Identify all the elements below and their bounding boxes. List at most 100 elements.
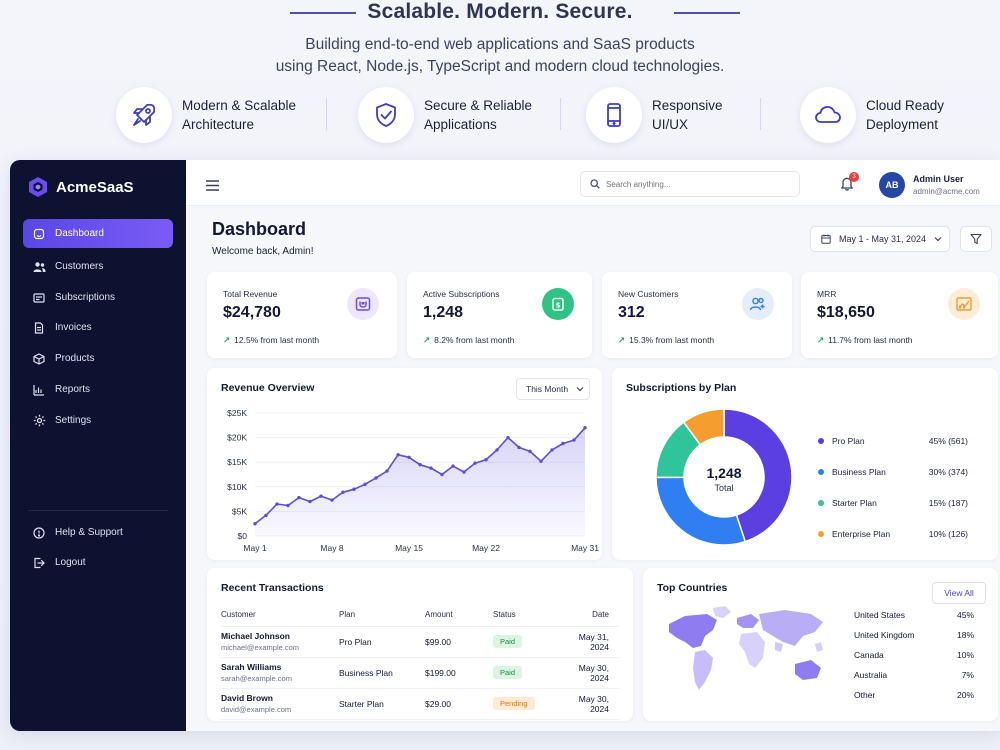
table-row[interactable]: David Brown david@example.com Starter Pla… bbox=[221, 688, 619, 720]
donut-center-value: 1,248 bbox=[706, 465, 741, 481]
feature-subtitle: Deployment bbox=[866, 117, 939, 132]
customer-email: david@example.com bbox=[221, 705, 292, 714]
period-select[interactable]: This Month bbox=[516, 378, 590, 400]
sidebar-item-products[interactable]: Products bbox=[23, 344, 173, 373]
recent-transactions-card: Recent Transactions Customer Plan Amount… bbox=[207, 568, 633, 721]
stat-card-active-subscriptions[interactable]: Active Subscriptions 1,248 ↗ 8.2% from la… bbox=[407, 272, 592, 358]
help-icon bbox=[32, 526, 46, 540]
feature-title: Secure & Reliable bbox=[424, 98, 533, 113]
trend-up-icon: ↗ bbox=[618, 335, 626, 345]
country-name: Australia bbox=[854, 670, 888, 680]
feature-subtitle: UI/UX bbox=[652, 117, 689, 132]
column-header[interactable]: Plan bbox=[339, 604, 425, 627]
stat-label: MRR bbox=[817, 289, 837, 299]
column-header[interactable]: Customer bbox=[221, 604, 339, 627]
hero-title: Scalable. Modern. Secure. bbox=[367, 0, 633, 23]
column-header[interactable]: Date bbox=[559, 604, 619, 627]
stat-change: ↗ 11.7% from last month bbox=[817, 335, 913, 345]
trend-up-icon: ↗ bbox=[423, 335, 431, 345]
x-tick-label: May 8 bbox=[320, 543, 343, 553]
legend-value: 45% (561) bbox=[928, 436, 968, 446]
chevron-down-icon bbox=[934, 237, 942, 242]
data-point bbox=[396, 453, 400, 457]
data-point bbox=[440, 472, 444, 477]
search-input[interactable] bbox=[606, 179, 776, 189]
table-row[interactable]: Sarah Williams sarah@example.com Business… bbox=[221, 657, 619, 689]
app-window: AcmeSaaS Dashboard Customers Subscriptio… bbox=[10, 160, 1000, 731]
legend-item: Business Plan 30% (374) bbox=[818, 465, 968, 479]
data-point bbox=[374, 476, 378, 480]
data-point bbox=[275, 502, 279, 506]
data-point bbox=[286, 503, 290, 508]
mobile-icon bbox=[586, 87, 642, 143]
stat-card-total-revenue[interactable]: Total Revenue $24,780 ↗ 12.5% from last m… bbox=[207, 272, 397, 358]
menu-icon[interactable] bbox=[206, 178, 219, 196]
sidebar-item-label: Help & Support bbox=[55, 527, 123, 538]
data-point bbox=[517, 445, 521, 450]
feature-separator bbox=[326, 98, 327, 130]
notification-button[interactable]: 3 bbox=[840, 172, 859, 192]
revenue-area bbox=[255, 427, 585, 536]
sidebar-item-reports[interactable]: Reports bbox=[23, 375, 173, 404]
stat-value: 312 bbox=[618, 304, 645, 321]
date-range-picker[interactable]: May 1 - May 31, 2024 bbox=[810, 226, 950, 252]
status-badge: Pending bbox=[493, 697, 535, 710]
status-badge: Paid bbox=[493, 666, 523, 679]
data-point bbox=[264, 513, 268, 518]
feature-security: Secure & Reliable Applications bbox=[358, 86, 532, 144]
feature-title: Modern & Scalable bbox=[182, 98, 297, 113]
filter-button[interactable] bbox=[960, 226, 992, 252]
sidebar-item-logout[interactable]: Logout bbox=[23, 548, 173, 577]
legend-dot bbox=[818, 469, 824, 475]
country-percent: 45% bbox=[956, 610, 974, 620]
sidebar-item-customers[interactable]: Customers bbox=[23, 252, 173, 281]
customer-name: David Brown bbox=[221, 693, 273, 703]
brand[interactable]: AcmeSaaS bbox=[28, 176, 134, 198]
customer-name: Michael Johnson bbox=[221, 631, 290, 641]
hero-divider-left bbox=[290, 12, 356, 14]
period-select-label: This Month bbox=[526, 384, 569, 394]
stat-change: ↗ 15.3% from last month bbox=[618, 335, 715, 345]
legend-label: Pro Plan bbox=[832, 436, 865, 446]
card-icon bbox=[32, 291, 46, 305]
data-point bbox=[561, 441, 565, 446]
search-box bbox=[580, 171, 800, 197]
sidebar-item-settings[interactable]: Settings bbox=[23, 406, 173, 435]
sidebar-item-help[interactable]: Help & Support bbox=[23, 518, 173, 547]
feature-responsive: Responsive UI/UX bbox=[586, 86, 723, 144]
stat-label: New Customers bbox=[618, 289, 679, 299]
stat-card-new-customers[interactable]: New Customers 312 ↗ 15.3% from last month bbox=[602, 272, 792, 358]
gear-icon bbox=[32, 414, 46, 428]
avatar[interactable]: AB bbox=[879, 172, 905, 198]
feature-subtitle: Applications bbox=[424, 117, 497, 132]
sidebar-item-subscriptions[interactable]: Subscriptions bbox=[23, 283, 173, 312]
subscriptions-donut-chart: 1,248 Total bbox=[655, 408, 793, 546]
filter-icon bbox=[970, 233, 982, 245]
stat-card-mrr[interactable]: MRR $18,650 ↗ 11.7% from last month bbox=[801, 272, 998, 358]
legend-label: Enterprise Plan bbox=[832, 529, 891, 539]
table-row[interactable]: Michael Johnson michael@example.com Pro P… bbox=[221, 626, 619, 658]
amount-cell: $99.00 bbox=[425, 626, 493, 658]
search-icon bbox=[590, 179, 600, 189]
country-row: United Kingdom 18% bbox=[854, 630, 974, 642]
sidebar-item-invoices[interactable]: Invoices bbox=[23, 313, 173, 342]
sidebar-item-dashboard[interactable]: Dashboard bbox=[23, 219, 173, 248]
y-tick-label: $5K bbox=[232, 506, 247, 516]
donut-center-label: Total bbox=[714, 483, 733, 493]
hero-subtitle-line2: using React, Node.js, TypeScript and mod… bbox=[275, 58, 725, 75]
legend-item: Starter Plan 15% (187) bbox=[818, 496, 968, 510]
y-tick-label: $20K bbox=[227, 433, 247, 443]
view-all-button[interactable]: View All bbox=[932, 582, 986, 604]
column-header[interactable]: Status bbox=[493, 604, 559, 627]
column-header[interactable]: Amount bbox=[425, 604, 493, 627]
feature-separator bbox=[560, 98, 561, 130]
date-cell: May 30, 2024 bbox=[559, 657, 619, 689]
user-name[interactable]: Admin User bbox=[913, 174, 964, 184]
y-tick-label: $25K bbox=[227, 408, 247, 418]
x-tick-label: May 15 bbox=[395, 543, 423, 553]
revenue-overview-card: Revenue Overview This Month $25K $20K $15K… bbox=[207, 368, 602, 560]
legend-value: 15% (187) bbox=[928, 498, 968, 508]
plan-chart-title: Subscriptions by Plan bbox=[626, 382, 737, 394]
data-point bbox=[539, 459, 543, 463]
data-point bbox=[297, 495, 301, 500]
